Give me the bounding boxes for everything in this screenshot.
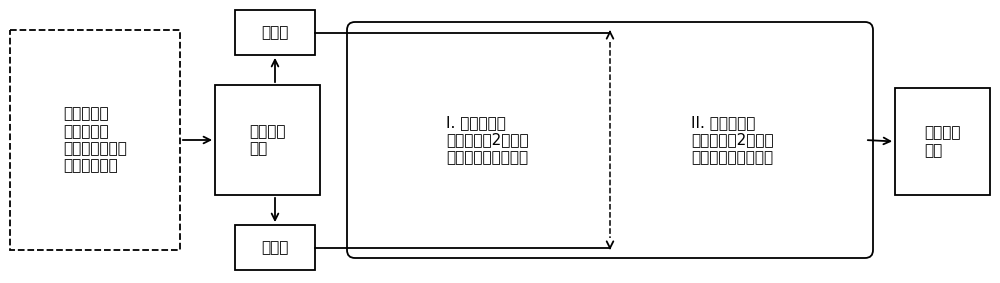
Text: 上一周期：
排序的结果
投入切除模块数
桥臂电流方向: 上一周期： 排序的结果 投入切除模块数 桥臂电流方向 bbox=[63, 106, 127, 173]
FancyBboxPatch shape bbox=[235, 225, 315, 270]
FancyBboxPatch shape bbox=[10, 30, 180, 250]
Text: 当前电容
电压: 当前电容 电压 bbox=[249, 124, 286, 156]
Text: 投入组: 投入组 bbox=[261, 25, 289, 40]
Text: 生成触发
脉冲: 生成触发 脉冲 bbox=[924, 125, 961, 158]
Text: I. 电容充电：
指针升序的2路归并
更新并记录排序结果: I. 电容充电： 指针升序的2路归并 更新并记录排序结果 bbox=[446, 115, 529, 165]
Text: 切除组: 切除组 bbox=[261, 240, 289, 255]
FancyBboxPatch shape bbox=[895, 88, 990, 195]
Text: II. 电容放电：
指针降序的2路归并
更新并记录排序结果: II. 电容放电： 指针降序的2路归并 更新并记录排序结果 bbox=[691, 115, 774, 165]
FancyBboxPatch shape bbox=[235, 10, 315, 55]
FancyBboxPatch shape bbox=[347, 22, 873, 258]
FancyBboxPatch shape bbox=[215, 85, 320, 195]
